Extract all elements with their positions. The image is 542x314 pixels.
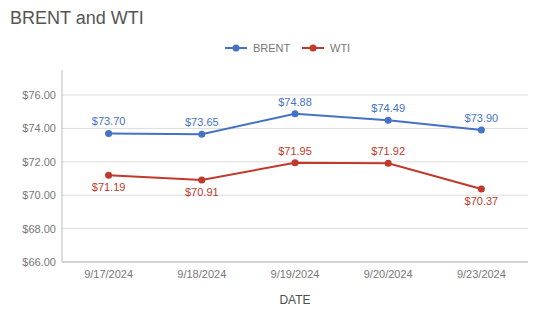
x-axis-label: DATE [279,293,310,307]
data-label: $73.90 [465,112,499,124]
data-labels: $73.70 $73.65 $74.88 $74.49 $73.90 $71.19 $70.… [92,96,498,207]
data-label: $71.95 [278,145,312,157]
y-tick-label: $68.00 [22,223,56,235]
title: BRENT and WTI [10,8,144,28]
plot-area [105,110,485,192]
y-axis-line [62,70,63,262]
x-tick-label: 9/20/2024 [364,268,413,280]
data-label: $73.70 [92,115,126,127]
data-label: $74.49 [371,102,405,114]
legend: BRENT WTI [225,42,350,54]
data-label: $70.37 [465,195,499,207]
point [478,127,485,134]
y-tick-label: $74.00 [22,122,56,134]
grid-line [62,195,528,196]
point [385,160,392,167]
legend-label: WTI [330,42,350,54]
grid [62,95,528,262]
y-tick-label: $72.00 [22,156,56,168]
point [478,186,485,193]
data-label: $74.88 [278,96,312,108]
grid-line [62,228,528,229]
grid-line [62,262,528,263]
x-tick-label: 9/19/2024 [271,268,320,280]
data-label: $71.19 [92,181,126,193]
legend-label: BRENT [253,42,291,54]
legend-marker [233,45,240,52]
data-label: $70.91 [185,186,219,198]
point [198,131,205,138]
chart: BRENT and WTI $66.00 $68.00 $70.00 $72.00 $74… [0,0,542,314]
y-tick-label: $70.00 [22,189,56,201]
x-tick-label: 9/23/2024 [457,268,506,280]
point [385,117,392,124]
point [105,130,112,137]
point [105,172,112,179]
data-label: $71.92 [371,145,405,157]
point [198,177,205,184]
legend-marker [310,45,317,52]
x-axis-line [62,262,528,263]
x-tick-label: 9/17/2024 [84,268,133,280]
y-tick-label: $76.00 [22,89,56,101]
series-line [109,163,482,189]
point [292,159,299,166]
data-label: $73.65 [185,116,219,128]
point [292,110,299,117]
y-tick-label: $66.00 [22,256,56,268]
x-tick-label: 9/18/2024 [177,268,226,280]
